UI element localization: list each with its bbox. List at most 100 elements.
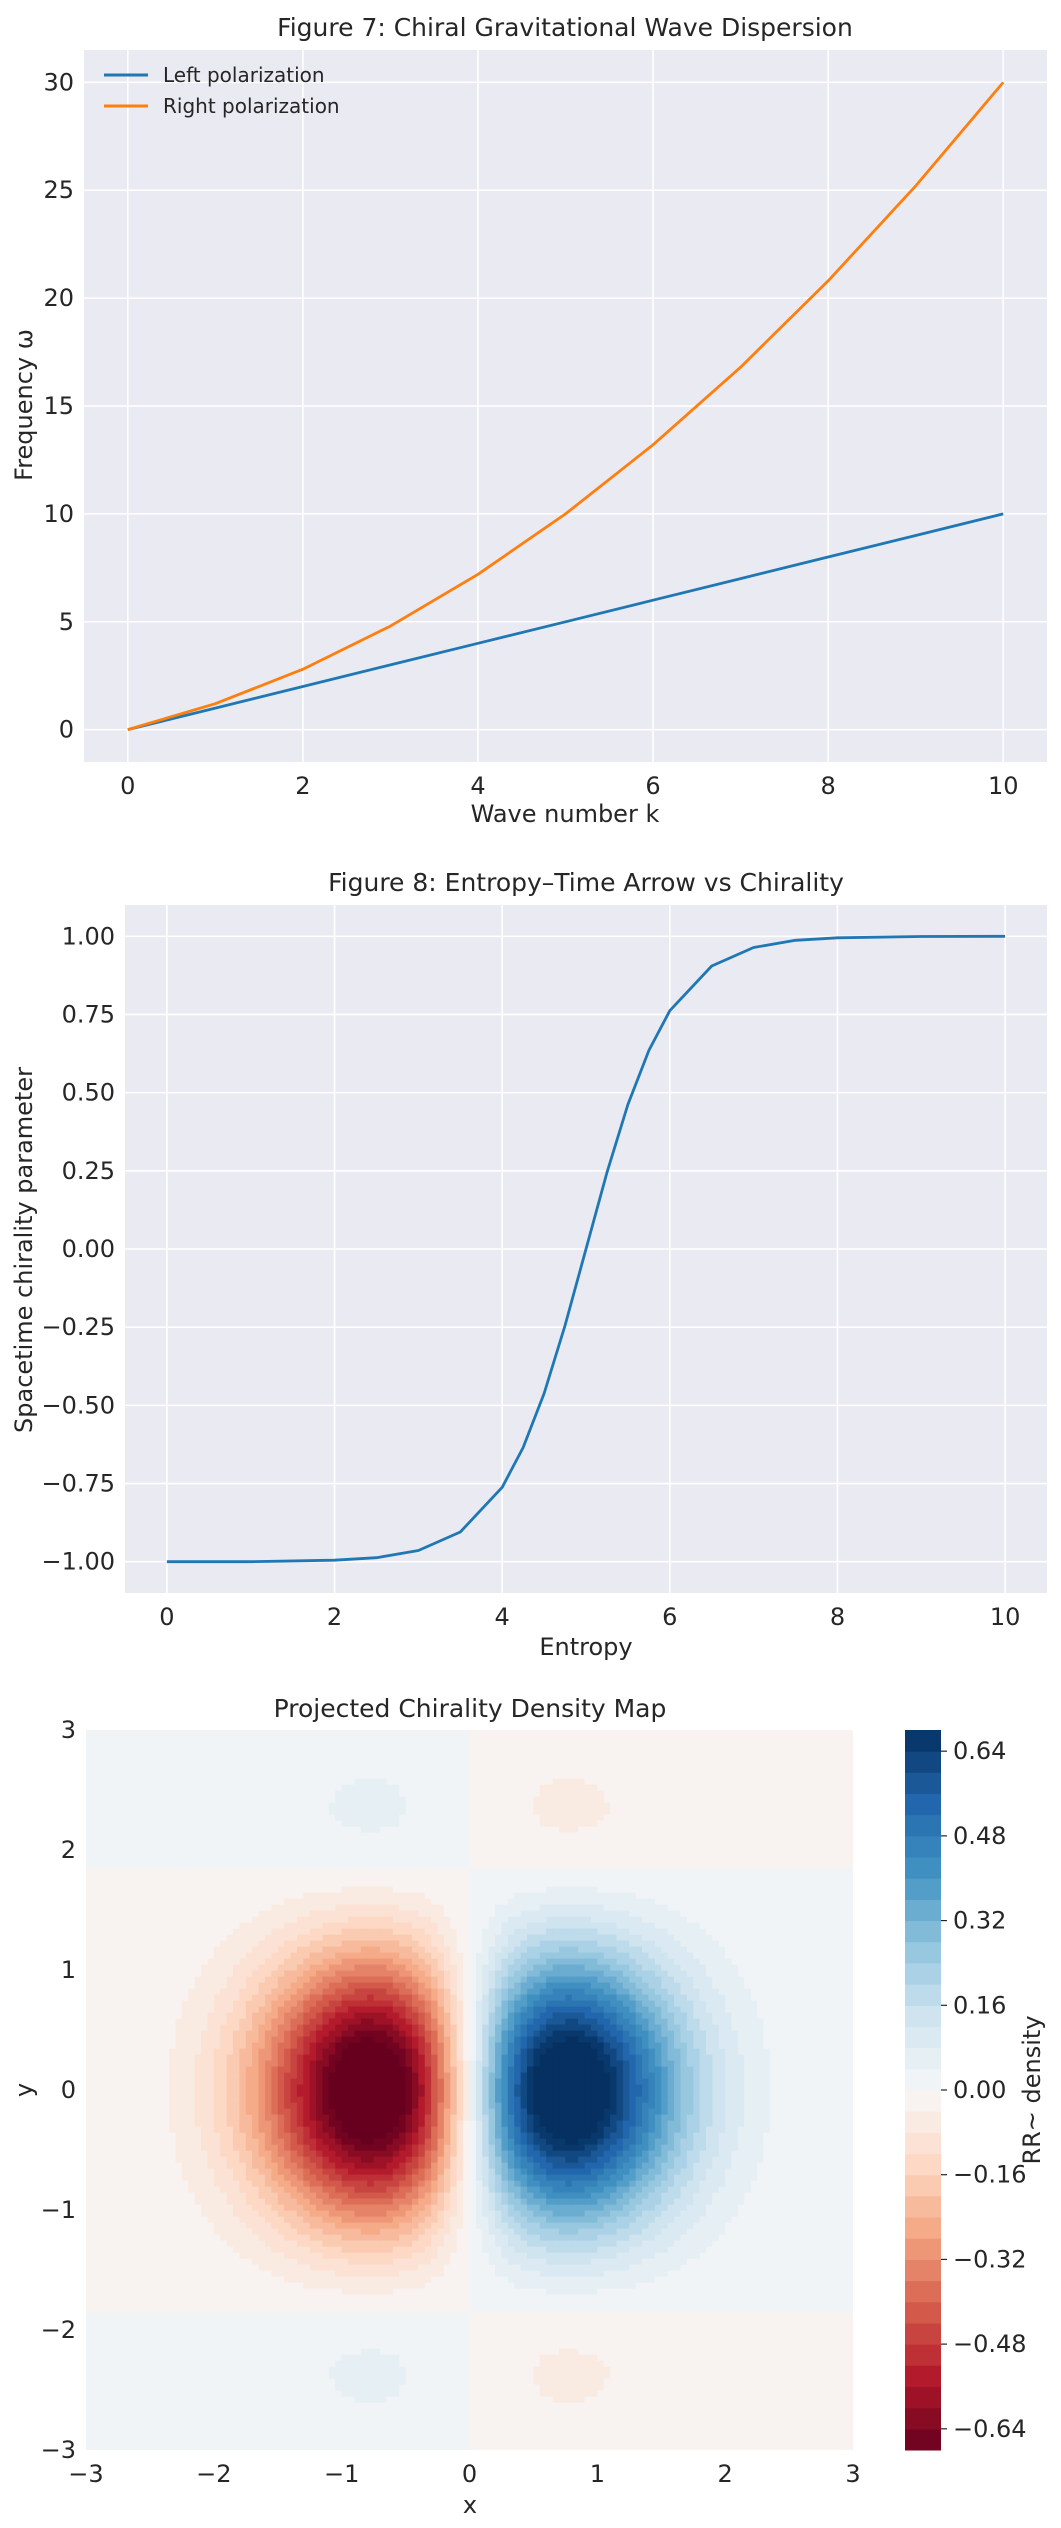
heatmap-cell [169,2090,177,2097]
heatmap-cell [271,2144,279,2151]
heatmap-cell [303,1982,311,1989]
heatmap-cell [239,2024,247,2031]
heatmap-cell [92,2078,100,2085]
heatmap-cell [335,2000,343,2007]
heatmap-cell [277,2234,285,2241]
heatmap-cell [194,2162,202,2169]
heatmap-cell [162,1838,170,1845]
heatmap-cell [233,2360,240,2367]
heatmap-cell [252,1958,260,1965]
heatmap-cell [181,1988,189,1995]
heatmap-cell [322,2090,330,2097]
heatmap-cell [162,2090,170,2097]
heatmap-cell [201,2198,209,2205]
heatmap-cell [162,2402,170,2409]
heatmap-cell [149,2078,157,2085]
heatmap-cell [143,1772,151,1779]
heatmap-cell [137,2354,145,2361]
heatmap-cell [335,2222,343,2229]
heatmap-cell [175,2108,183,2115]
heatmap-cell [233,2222,240,2229]
heatmap-cell [239,1832,247,1839]
heatmap-cell [303,2150,311,2157]
heatmap-cell [156,1856,164,1863]
heatmap-cell [303,2444,311,2450]
heatmap-cell [271,2324,279,2331]
heatmap-cell [207,2420,215,2427]
heatmap-cell [201,2234,209,2241]
heatmap-cell [252,2192,260,2199]
heatmap-cell [239,2132,247,2139]
heatmap-cell [201,2138,209,2145]
heatmap-cell [277,1736,285,1743]
heatmap-cell [271,1754,279,1761]
heatmap-cell [149,2162,157,2169]
heatmap-cell [162,2210,170,2217]
heatmap-cell [226,1958,234,1965]
heatmap-cell [181,1946,189,1953]
heatmap-cell [137,1892,145,1899]
heatmap-cell [175,1772,183,1779]
heatmap-cell [181,2342,189,2349]
heatmap-cell [111,2378,119,2385]
heatmap-cell [181,2258,189,2265]
heatmap-cell [130,2366,138,2373]
heatmap-cell [117,1928,125,1935]
heatmap-cell [175,2432,183,2439]
heatmap-cell [290,1964,298,1971]
heatmap-cell [92,2354,100,2361]
heatmap-cell [98,1946,106,1953]
heatmap-cell [169,2300,177,2307]
heatmap-cell [233,1862,240,1869]
heatmap-cell [296,2444,304,2450]
heatmap-cell [105,2186,113,2193]
heatmap-cell [316,2204,324,2211]
heatmap-cell [264,2072,272,2079]
heatmap-cell [290,2390,298,2397]
heatmap-cell [162,2240,170,2247]
heatmap-cell [296,2282,304,2289]
heatmap-cell [233,1958,240,1965]
heatmap-cell [296,1868,304,1875]
heatmap-cell [111,1784,119,1791]
heatmap-cell [213,2444,221,2450]
heatmap-cell [322,2372,330,2379]
heatmap-cell [277,1856,285,1863]
heatmap-cell [277,1964,285,1971]
heatmap-cell [175,1832,183,1839]
heatmap-cell [284,1898,292,1905]
heatmap-cell [322,2006,330,2013]
heatmap-cell [226,2336,234,2343]
heatmap-cell [335,2102,343,2109]
heatmap-cell [258,2006,266,2013]
heatmap-cell [220,2354,228,2361]
heatmap-cell [124,2264,132,2271]
heatmap-cell [303,2216,311,2223]
heatmap-cell [175,2420,183,2427]
heatmap-cell [117,1796,125,1803]
heatmap-cell [335,2360,343,2367]
heatmap-cell [130,1832,138,1839]
heatmap-cell [245,2300,253,2307]
heatmap-cell [86,2234,93,2241]
heatmap-cell [156,2276,164,2283]
heatmap-cell [105,2246,113,2253]
heatmap-cell [194,1748,202,1755]
heatmap-cell [252,2204,260,2211]
heatmap-cell [328,1892,336,1899]
heatmap-cell [309,2066,317,2073]
heatmap-cell [233,1778,240,1785]
heatmap-cell [124,1922,132,1929]
heatmap-cell [252,2270,260,2277]
heatmap-cell [105,1886,113,1893]
heatmap-cell [213,2432,221,2439]
heatmap-cell [284,2006,292,2013]
heatmap-cell [181,2324,189,2331]
heatmap-cell [188,2024,196,2031]
heatmap-cell [130,1856,138,1863]
heatmap-cell [220,2306,228,2313]
heatmap-cell [277,2432,285,2439]
heatmap-cell [169,2222,177,2229]
heatmap-cell [117,2228,125,2235]
